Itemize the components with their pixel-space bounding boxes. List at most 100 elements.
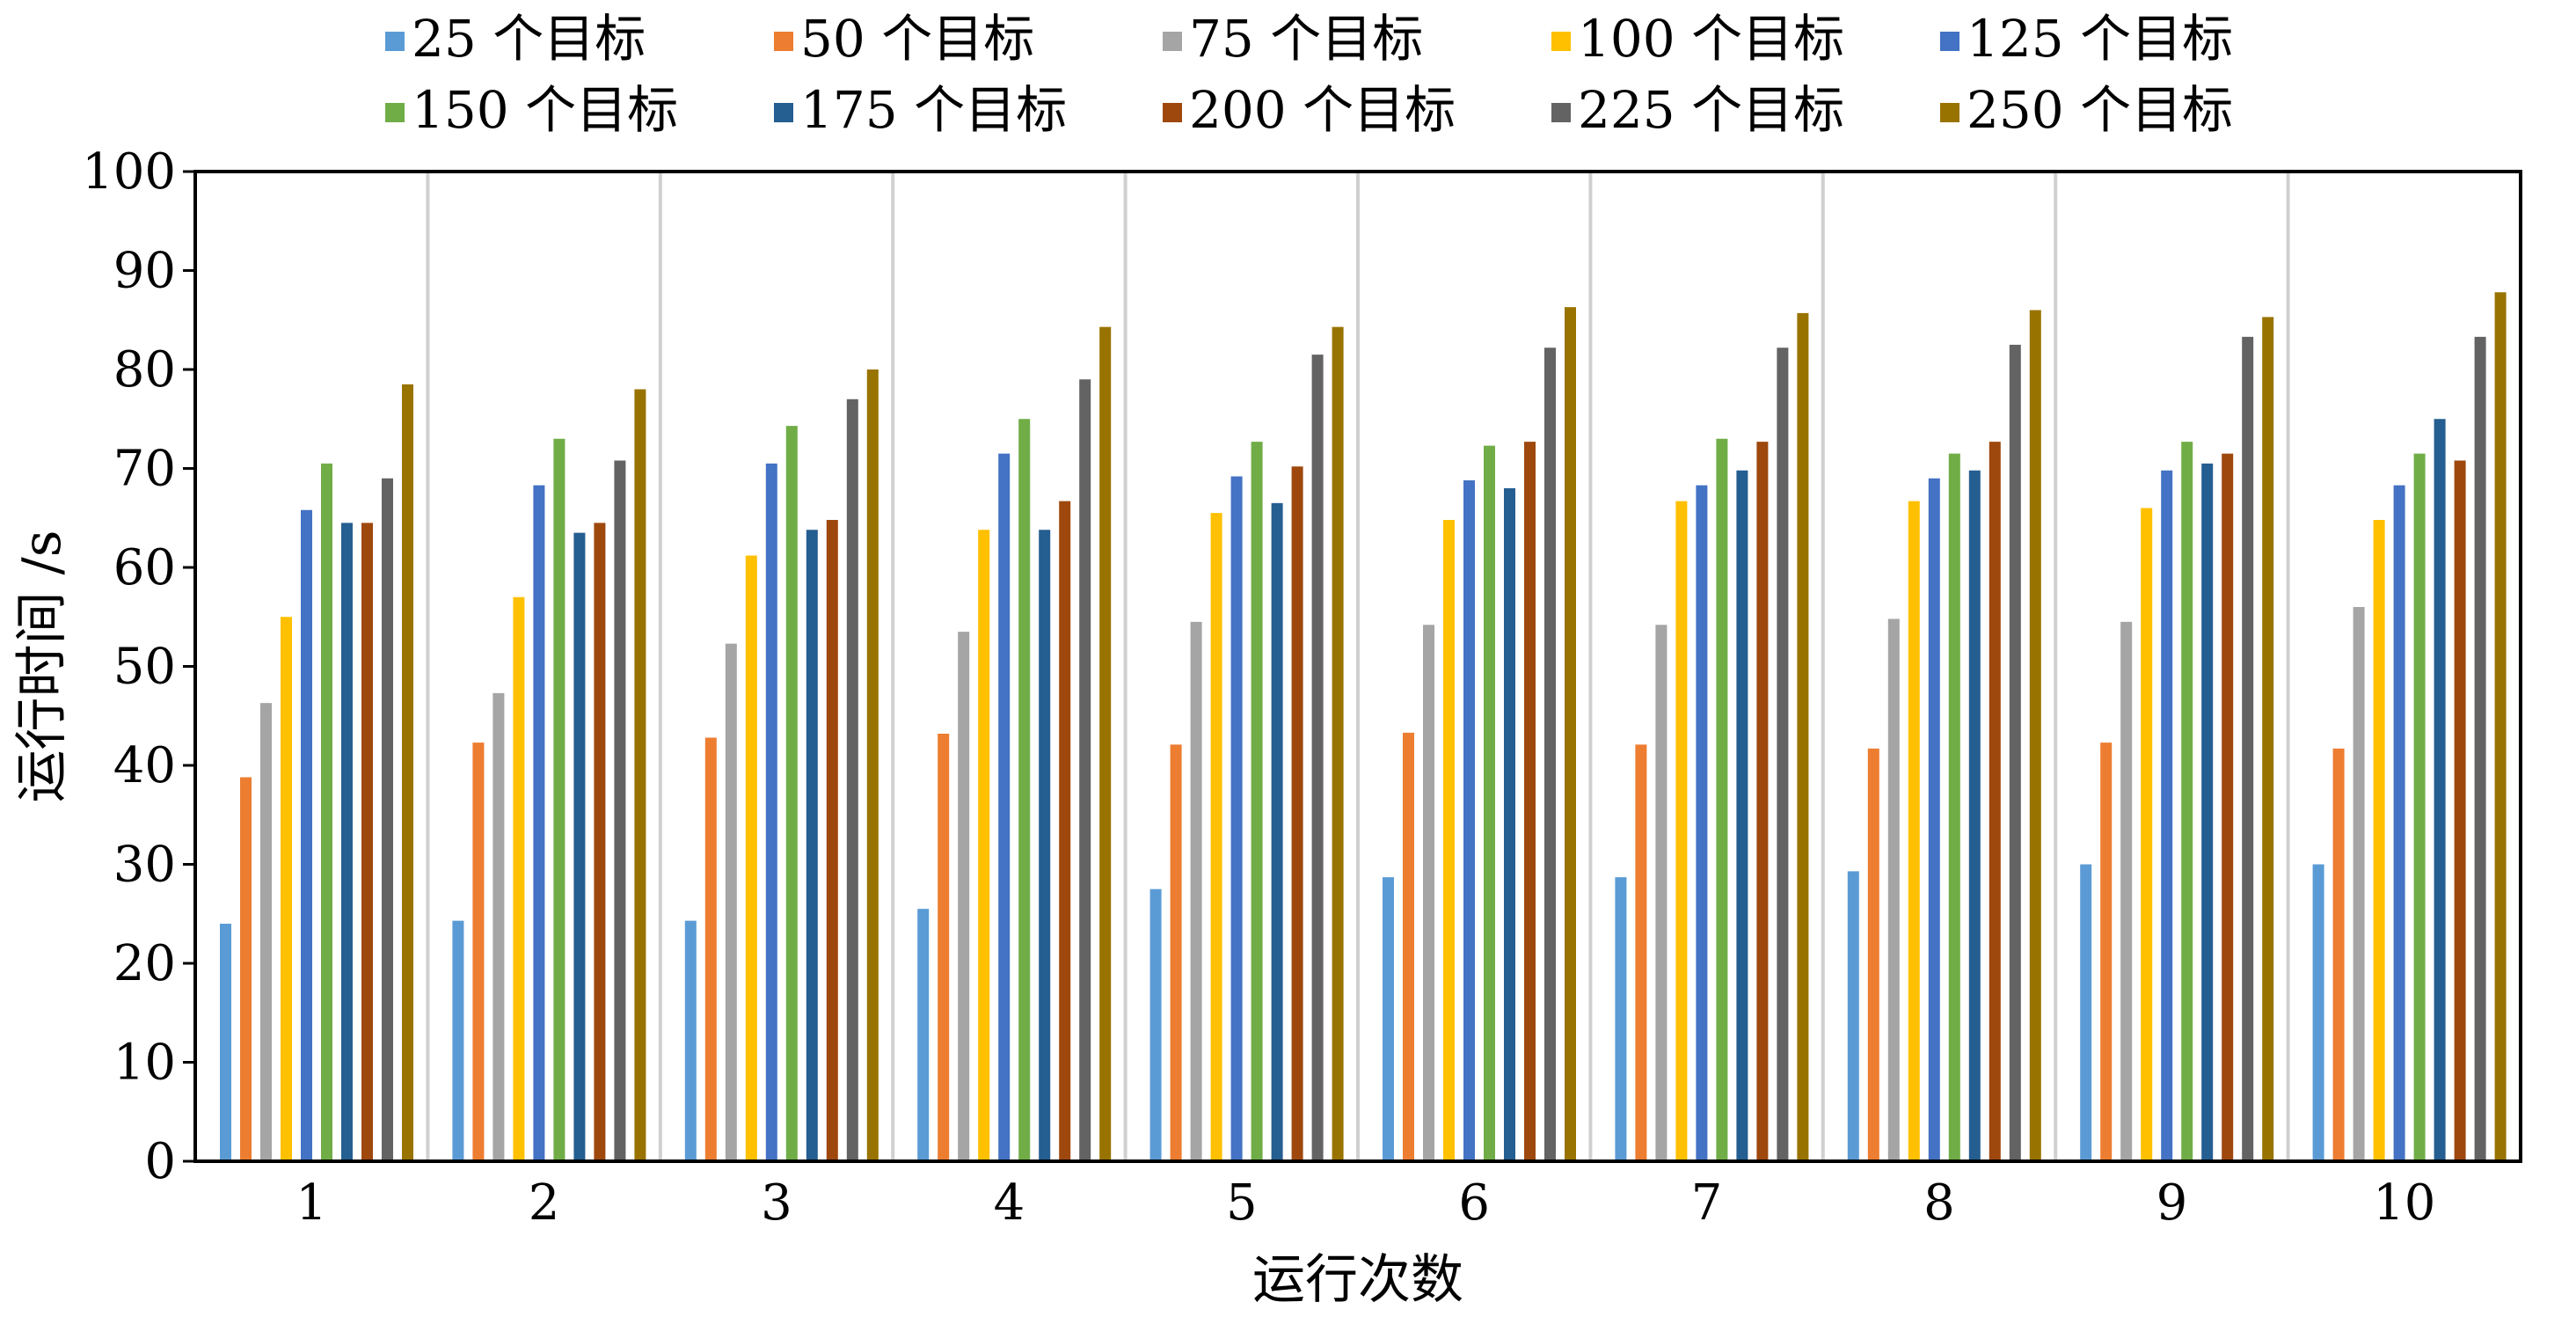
bar xyxy=(1544,347,1556,1161)
bar xyxy=(341,523,353,1161)
bar xyxy=(1736,470,1748,1161)
bar xyxy=(220,924,231,1161)
bar xyxy=(1484,445,1495,1161)
legend-swatch xyxy=(385,32,405,51)
y-tick-label: 30 xyxy=(113,837,176,894)
y-axis-ticks: 0 10 20 30 40 50 60 70 80 90 100 xyxy=(82,143,195,1190)
bar xyxy=(260,703,272,1161)
bar xyxy=(2080,864,2092,1161)
bar xyxy=(1271,502,1283,1161)
bar xyxy=(1655,625,1667,1161)
x-tick-label: 3 xyxy=(761,1174,792,1232)
bar xyxy=(493,692,505,1161)
bar xyxy=(1777,347,1789,1161)
bar xyxy=(2201,463,2214,1161)
bar xyxy=(1251,442,1263,1161)
legend: 25 个目标 50 个目标 75 个目标 100 个目标 125 个目标 150 个目标 1… xyxy=(385,9,2233,140)
bar xyxy=(1565,307,1576,1161)
y-tick-label: 70 xyxy=(113,441,176,498)
bar xyxy=(1887,618,1900,1161)
x-tick-label: 8 xyxy=(1923,1174,1955,1232)
bar xyxy=(2434,419,2446,1161)
bar xyxy=(2161,470,2173,1161)
x-tick-label: 9 xyxy=(2156,1174,2188,1232)
bar xyxy=(2353,607,2365,1161)
y-tick-label: 40 xyxy=(113,737,176,794)
bar xyxy=(1332,326,1344,1161)
bar xyxy=(765,463,777,1161)
bar xyxy=(1059,501,1071,1161)
bar xyxy=(1928,478,1940,1161)
bar xyxy=(1524,442,1536,1161)
bar xyxy=(1039,530,1051,1161)
y-axis-title: 运行时间 /s xyxy=(11,530,73,802)
bar xyxy=(1190,621,1202,1161)
bar xyxy=(2312,864,2324,1161)
bar xyxy=(1797,312,1809,1161)
bar xyxy=(1230,476,1243,1161)
bar xyxy=(704,737,717,1161)
bar xyxy=(958,632,970,1161)
y-tick-label: 80 xyxy=(113,341,176,399)
bar xyxy=(321,463,332,1161)
bar xyxy=(1210,513,1222,1161)
bar xyxy=(2029,310,2041,1161)
bar xyxy=(573,532,586,1161)
bar xyxy=(806,530,818,1161)
bar xyxy=(2262,317,2274,1161)
bar xyxy=(553,438,566,1161)
bar xyxy=(2120,621,2133,1161)
legend-swatch xyxy=(1940,103,1959,122)
x-tick-label: 4 xyxy=(994,1174,1025,1232)
y-tick-label: 0 xyxy=(144,1133,176,1190)
bar xyxy=(281,617,292,1161)
bar xyxy=(1716,438,1728,1161)
legend-label: 50 个目标 xyxy=(800,9,1034,69)
bar xyxy=(2373,520,2385,1161)
bar xyxy=(1079,379,1091,1161)
legend-label: 250 个目标 xyxy=(1967,80,2233,140)
bar xyxy=(1099,326,1112,1161)
bar xyxy=(1383,877,1394,1161)
bar xyxy=(2494,292,2507,1161)
bar xyxy=(745,555,757,1161)
bar xyxy=(1149,889,1162,1161)
bar xyxy=(1867,748,1879,1161)
bar xyxy=(938,734,950,1161)
y-tick-label: 60 xyxy=(113,539,176,596)
bar xyxy=(2332,748,2345,1161)
bar xyxy=(472,742,485,1161)
x-tick-label: 1 xyxy=(296,1174,327,1232)
bar xyxy=(513,596,525,1161)
y-tick-label: 50 xyxy=(113,639,176,696)
bar xyxy=(826,520,838,1161)
bar xyxy=(2413,453,2426,1161)
bar xyxy=(1635,744,1647,1161)
x-tick-label: 10 xyxy=(2373,1174,2435,1232)
bar xyxy=(1989,442,2001,1161)
bar xyxy=(917,909,930,1161)
bar xyxy=(1423,625,1434,1161)
bar xyxy=(2242,336,2254,1161)
legend-swatch xyxy=(385,103,405,122)
legend-swatch xyxy=(1551,32,1571,51)
bar xyxy=(1504,488,1515,1161)
bar xyxy=(2222,453,2234,1161)
legend-label: 175 个目标 xyxy=(800,80,1067,140)
bar xyxy=(2181,442,2193,1161)
legend-swatch xyxy=(774,32,793,51)
bar xyxy=(634,389,646,1161)
bar xyxy=(594,523,606,1161)
bar xyxy=(1756,442,1769,1161)
x-tick-label: 5 xyxy=(1226,1174,1258,1232)
bar xyxy=(240,777,252,1161)
bar xyxy=(452,920,464,1161)
bar xyxy=(2009,344,2021,1161)
legend-label: 225 个目标 xyxy=(1578,80,1844,140)
y-tick-label: 20 xyxy=(113,935,176,992)
legend-label: 125 个目标 xyxy=(1967,9,2233,69)
bar xyxy=(1311,355,1324,1161)
bar xyxy=(2474,336,2486,1161)
x-tick-label: 6 xyxy=(1458,1174,1490,1232)
legend-label: 25 个目标 xyxy=(412,9,646,69)
